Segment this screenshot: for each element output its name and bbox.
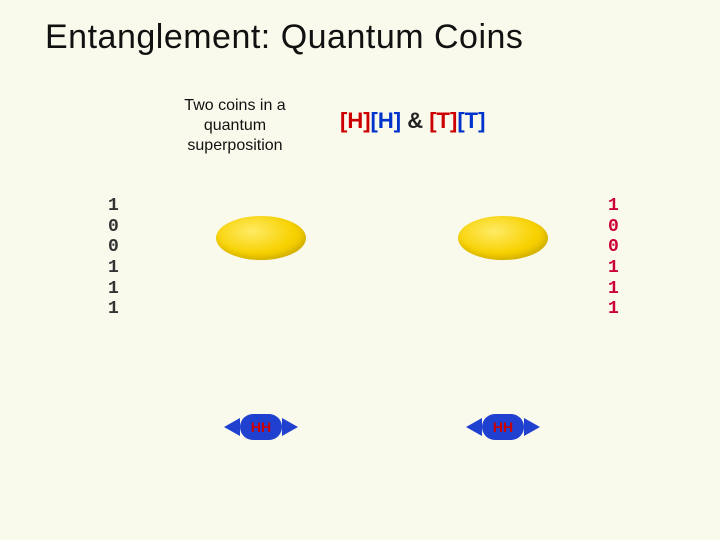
candy-letter: H [503,419,513,435]
subtitle-line: quantum [155,116,315,136]
coin-left-icon [216,216,306,260]
bits-left: 1 0 0 1 1 1 [108,196,119,320]
coin-right-icon [458,216,548,260]
candy-left-icon: HH [222,408,300,446]
formula-t2: [T] [457,108,485,133]
page-title: Entanglement: Quantum Coins [45,18,523,57]
bit: 1 [108,299,119,320]
candy-label: HH [482,414,524,440]
candy-label: HH [240,414,282,440]
bit: 1 [608,279,619,300]
bit: 1 [608,258,619,279]
candy-right-icon: HH [464,408,542,446]
bit: 0 [108,237,119,258]
formula-h2: [H] [371,108,402,133]
candy-letter: H [493,419,503,435]
candy-letter: H [261,419,271,435]
subtitle-line: superposition [155,136,315,156]
candy-letter: H [251,419,261,435]
slide: Entanglement: Quantum Coins Two coins in… [0,0,720,540]
formula-t1: [T] [429,108,457,133]
bits-right: 1 0 0 1 1 1 [608,196,619,320]
formula-amp: & [401,108,429,133]
formula-h1: [H] [340,108,371,133]
subtitle-line: Two coins in a [155,96,315,116]
bit: 1 [108,196,119,217]
subtitle: Two coins in a quantum superposition [155,96,315,156]
bit: 0 [608,237,619,258]
bit: 1 [108,258,119,279]
bit: 0 [608,217,619,238]
formula: [H][H] & [T][T] [340,108,485,134]
bit: 1 [608,299,619,320]
bit: 0 [108,217,119,238]
bit: 1 [108,279,119,300]
bit: 1 [608,196,619,217]
